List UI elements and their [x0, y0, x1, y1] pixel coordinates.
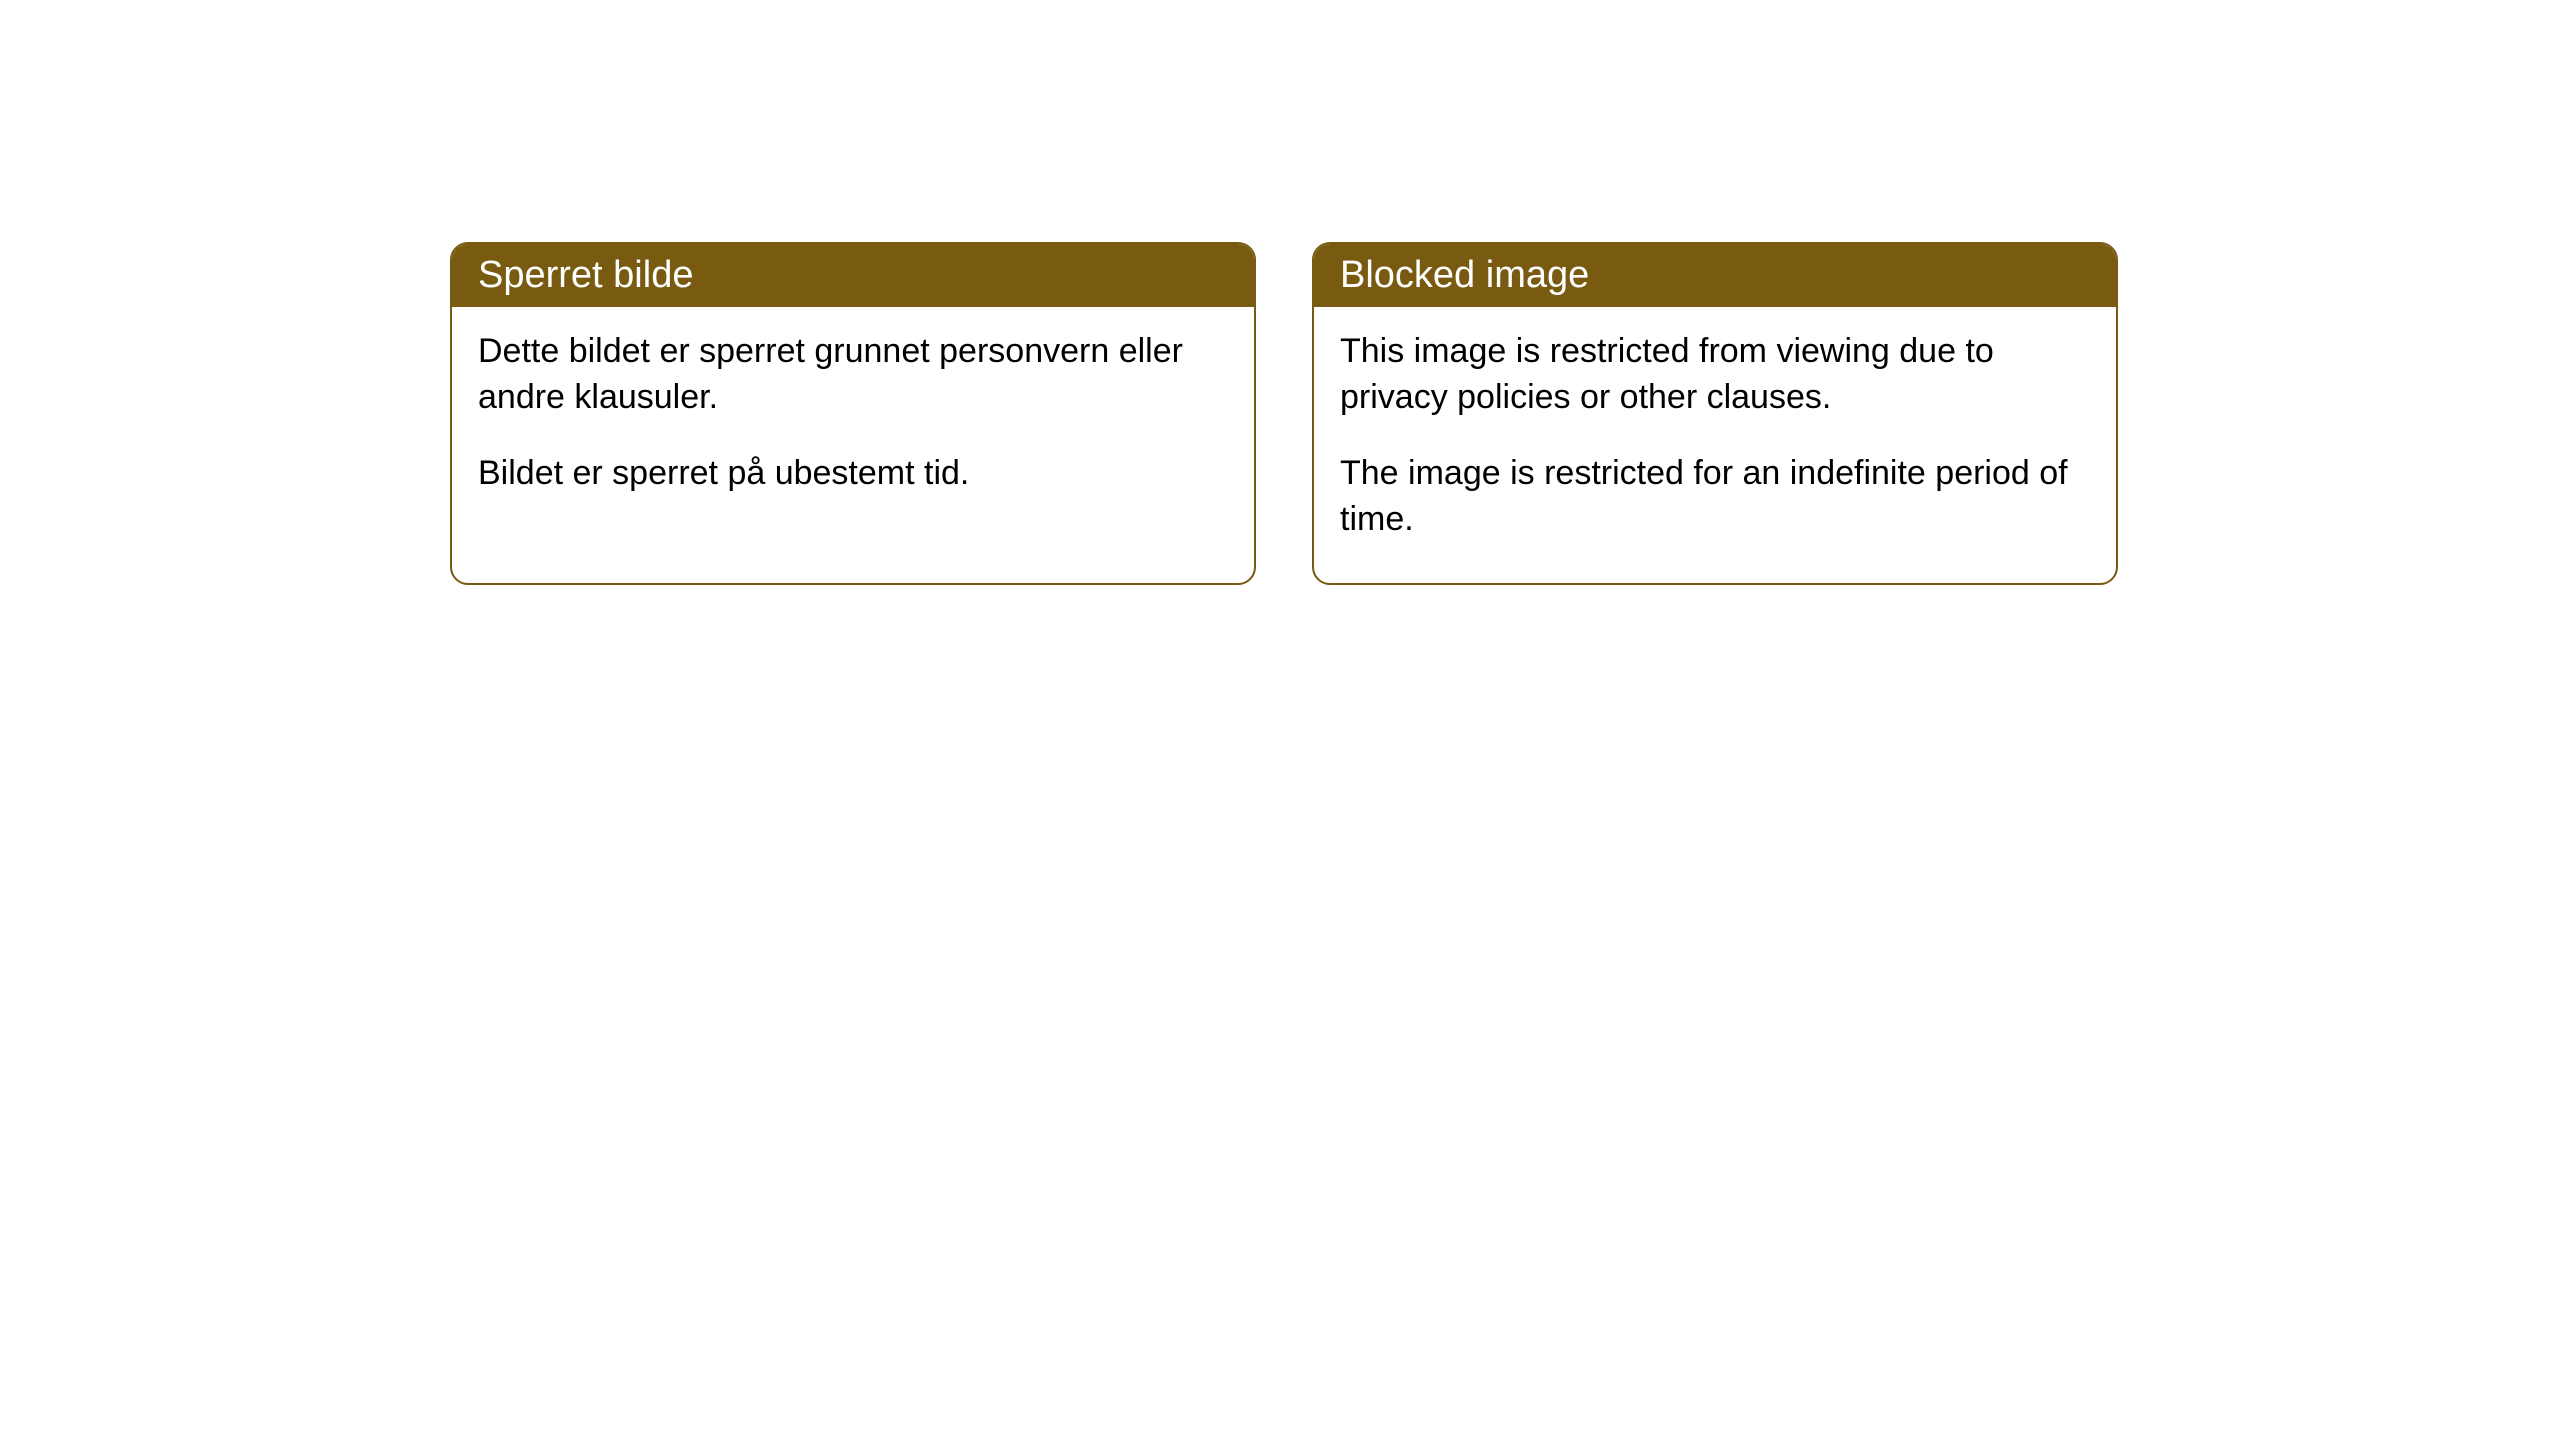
card-paragraph-1: This image is restricted from viewing du… — [1340, 329, 2090, 421]
card-header: Blocked image — [1314, 244, 2116, 307]
card-body: Dette bildet er sperret grunnet personve… — [452, 307, 1254, 537]
card-body: This image is restricted from viewing du… — [1314, 307, 2116, 583]
card-norwegian: Sperret bilde Dette bildet er sperret gr… — [450, 242, 1256, 585]
card-paragraph-2: Bildet er sperret på ubestemt tid. — [478, 451, 1228, 497]
card-paragraph-2: The image is restricted for an indefinit… — [1340, 451, 2090, 543]
card-paragraph-1: Dette bildet er sperret grunnet personve… — [478, 329, 1228, 421]
card-header: Sperret bilde — [452, 244, 1254, 307]
card-english: Blocked image This image is restricted f… — [1312, 242, 2118, 585]
cards-container: Sperret bilde Dette bildet er sperret gr… — [450, 242, 2118, 585]
